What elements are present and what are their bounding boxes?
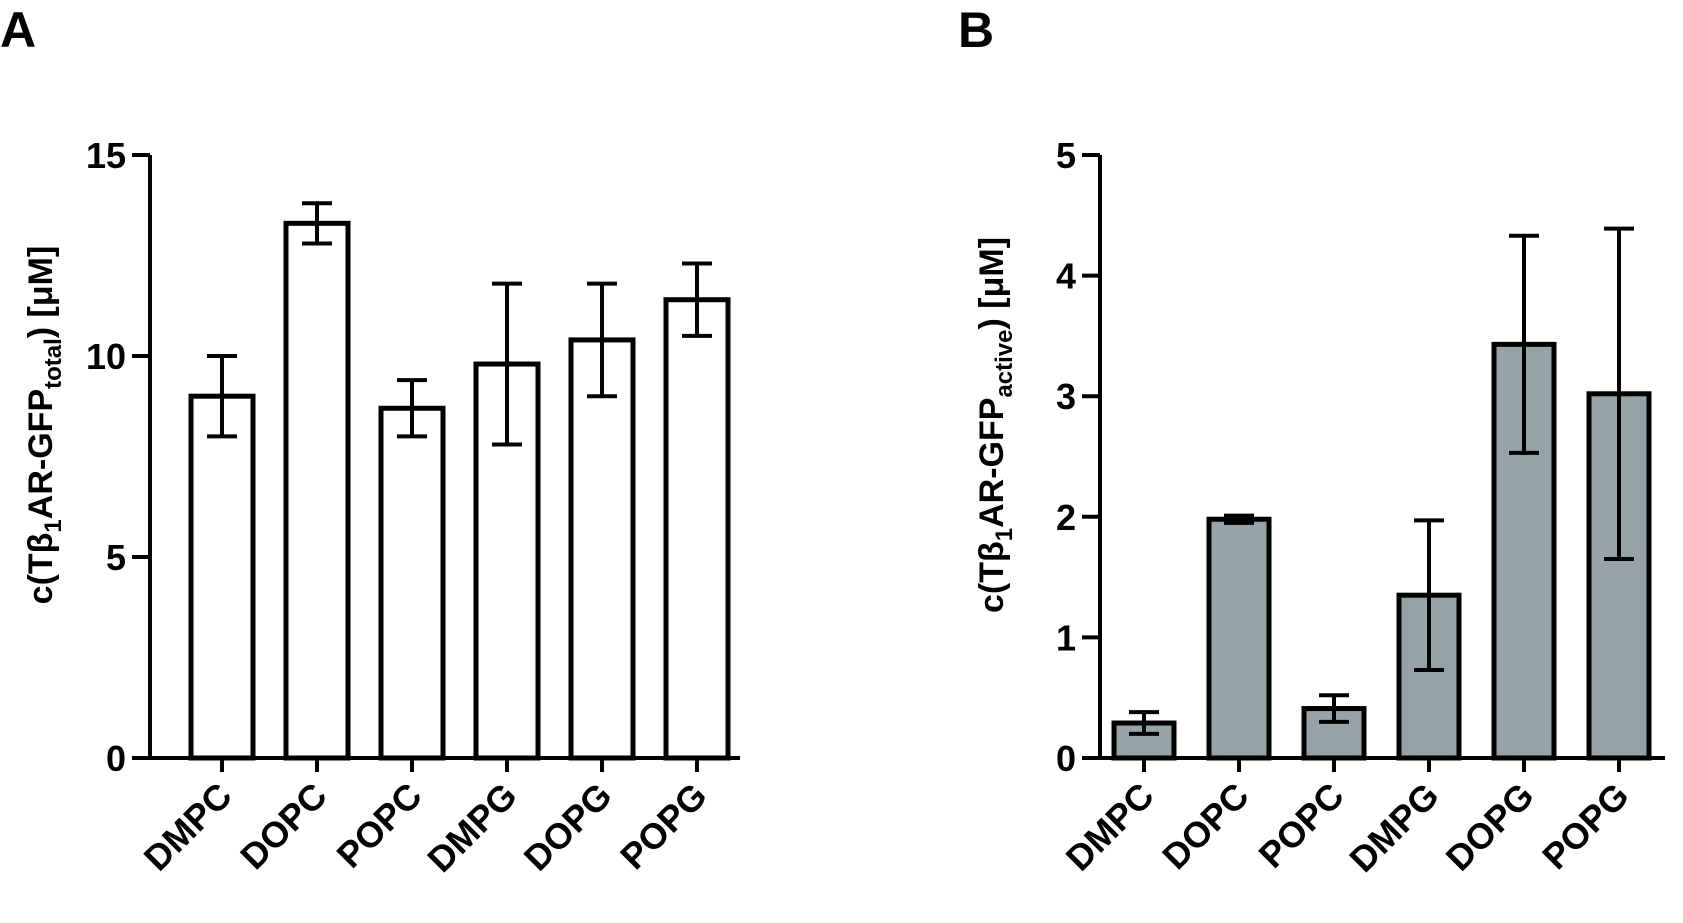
panel-b-x-tick-label: DMPC xyxy=(1058,775,1162,879)
panel-b-x-tick-label: DOPG xyxy=(1438,775,1542,879)
panel-b-label: B xyxy=(958,2,994,58)
panel-b-bar-dopc xyxy=(1206,516,1272,761)
panel-b-y-tick-label: 3 xyxy=(1056,376,1076,417)
panel-a-x-tick-label: DMPG xyxy=(419,775,524,880)
panel-a-y-tick-label: 15 xyxy=(86,135,126,176)
panel-b-y-tick-label: 2 xyxy=(1056,497,1076,538)
panel-b-x-tick-label: DMPG xyxy=(1341,775,1446,880)
panel-a-label: A xyxy=(0,2,36,58)
panel-b-x-tick-label: POPG xyxy=(1534,775,1637,878)
panel-a-y-tick-label: 5 xyxy=(106,537,126,578)
panel-a-bar-dmpc xyxy=(188,393,256,761)
panel-b-x-tick-label: DOPC xyxy=(1154,775,1257,878)
panel-a-y-tick-label: 0 xyxy=(106,738,126,779)
panel-a-x-tick-label: POPG xyxy=(612,775,715,878)
panel-b-chart: B c(Tβ1AR-GFPactive) [μM] DMPCDOPCPOPCDM… xyxy=(958,2,1665,880)
panel-a-x-tick-label: DMPC xyxy=(136,775,240,879)
panel-b-y-tick-label: 4 xyxy=(1056,256,1076,297)
panel-a-bar-dopc xyxy=(283,220,351,761)
panel-a-bar-popc xyxy=(378,405,446,761)
panel-a-x-tick-label: DOPG xyxy=(516,775,620,879)
panel-b-x-tick-label: POPC xyxy=(1251,775,1352,876)
panel-b-y-axis-title-text: c(Tβ1AR-GFPactive) [μM] xyxy=(973,237,1018,613)
panel-a-y-axis-title-text: c(Tβ1AR-GFPtotal) [μM] xyxy=(22,246,67,605)
panel-a-bar-dopg xyxy=(568,337,636,761)
panel-a-x-tick-label: POPC xyxy=(329,775,430,876)
panel-b-y-axis-title: c(Tβ1AR-GFPactive) [μM] xyxy=(973,237,1018,613)
panel-b-y-tick-label: 5 xyxy=(1056,135,1076,176)
panel-a-bar-popg xyxy=(663,297,731,761)
panel-a-y-tick-label: 10 xyxy=(86,336,126,377)
panel-b-y-tick-label: 1 xyxy=(1056,617,1076,658)
panel-b-y-tick-label: 0 xyxy=(1056,738,1076,779)
panel-a-x-tick-label: DOPC xyxy=(232,775,335,878)
panel-a-y-axis-title: c(Tβ1AR-GFPtotal) [μM] xyxy=(22,246,67,605)
panel-a-chart: A c(Tβ1AR-GFPtotal) [μM] DMPCDOPCPOPCDMP… xyxy=(0,2,740,880)
